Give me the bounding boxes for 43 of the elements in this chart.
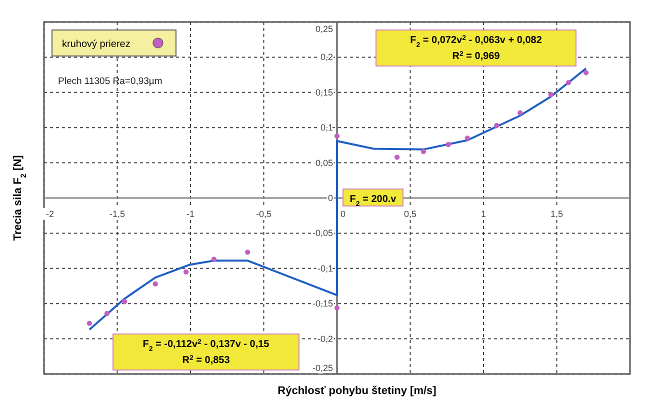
x-tick-label: 1,5 bbox=[550, 209, 564, 219]
y-tick-label: 0,05 bbox=[315, 158, 333, 168]
point bbox=[122, 298, 128, 304]
x-axis-title: Rýchlosť pohybu štetiny [m/s] bbox=[278, 385, 437, 397]
point bbox=[548, 92, 554, 98]
annotation: F$_{2}$ = 0,072v$^{2}$ - 0,063v + 0,082 bbox=[410, 34, 542, 48]
legend-label: kruhový prierez bbox=[62, 39, 130, 50]
point bbox=[211, 256, 217, 262]
x-tick-label: -2 bbox=[46, 209, 54, 219]
y-tick-label: 0,2 bbox=[320, 52, 333, 62]
point bbox=[518, 110, 523, 116]
y-tick-label: -0,05 bbox=[312, 228, 333, 238]
point bbox=[566, 80, 572, 86]
y-tick-label: 0,25 bbox=[315, 24, 333, 34]
y-tick-label: -0,15 bbox=[312, 298, 333, 309]
x-tick-label: 0 bbox=[340, 209, 346, 219]
y-tick-label: -0,25 bbox=[312, 363, 333, 373]
point bbox=[446, 142, 451, 148]
point bbox=[184, 269, 189, 275]
point bbox=[334, 133, 340, 139]
point bbox=[583, 70, 589, 76]
point bbox=[152, 281, 158, 286]
annotation: F$_{2}$ = -0,112v$^{2}$ - 0,137v - 0,15 bbox=[142, 338, 270, 352]
point bbox=[394, 154, 400, 160]
x-tick-label: -1,5 bbox=[109, 209, 126, 219]
x-tick-label: 0,5 bbox=[404, 209, 417, 219]
annotation: R$^{2}$ = 0,853 bbox=[182, 354, 230, 366]
annotation: R$^{2}$ = 0,969 bbox=[452, 50, 500, 62]
point bbox=[334, 305, 340, 310]
point bbox=[464, 136, 470, 141]
y-tick-label: 0,1 bbox=[320, 122, 333, 133]
annotation: Plech 11305 Ra=0,93µm bbox=[58, 76, 162, 87]
x-tick-label: -0,5 bbox=[256, 209, 272, 219]
x-tick-label: -1 bbox=[186, 209, 195, 219]
point bbox=[104, 310, 110, 316]
point bbox=[420, 148, 426, 154]
x-tick-label: 1 bbox=[480, 209, 486, 219]
point bbox=[86, 320, 92, 326]
y-tick-label: 0,15 bbox=[315, 87, 333, 98]
point bbox=[494, 122, 500, 128]
point bbox=[245, 250, 250, 255]
y-tick-label: -0,2 bbox=[317, 334, 333, 344]
y-tick-label: -0,1 bbox=[317, 263, 333, 274]
